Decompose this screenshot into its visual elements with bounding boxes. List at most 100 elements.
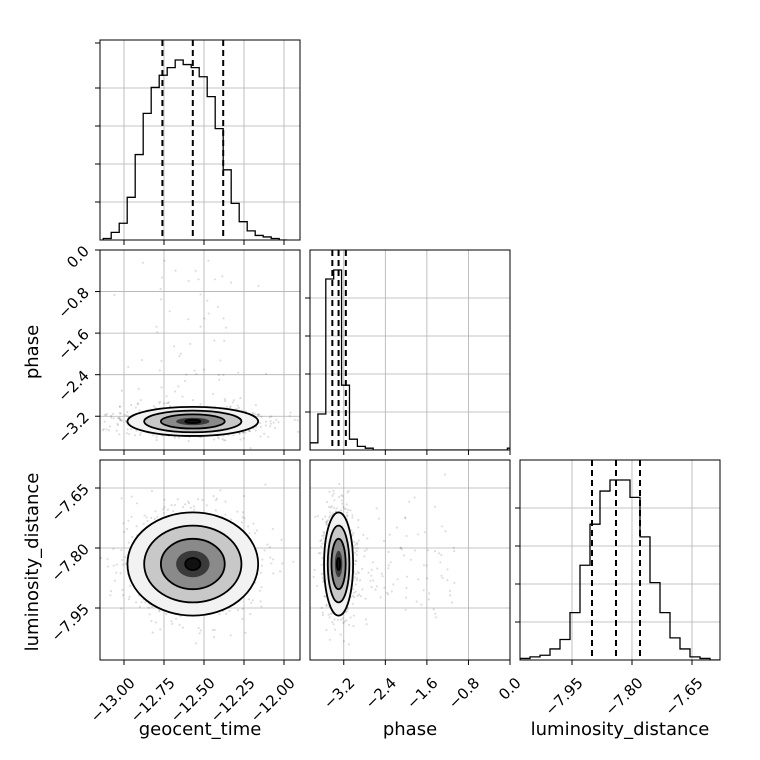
sample-point: [364, 597, 367, 600]
sample-point: [197, 498, 200, 501]
sample-point: [330, 612, 333, 615]
sample-point: [212, 392, 215, 395]
sample-point: [351, 533, 354, 537]
sample-point: [163, 259, 166, 262]
sample-point: [178, 623, 181, 627]
sample-point: [106, 558, 109, 561]
sample-point: [177, 385, 180, 388]
sample-point: [184, 503, 187, 506]
sample-point: [173, 345, 176, 348]
sample-point: [119, 419, 122, 422]
sample-point: [364, 618, 367, 621]
sample-point: [199, 629, 202, 632]
sample-point: [320, 545, 323, 548]
sample-point: [207, 312, 210, 315]
sample-point: [241, 617, 244, 621]
sample-point: [162, 508, 165, 511]
sample-point: [125, 432, 128, 435]
sample-point: [325, 520, 328, 523]
sample-point: [198, 632, 201, 635]
sample-point: [154, 406, 157, 409]
sample-point: [388, 533, 391, 536]
sample-point: [439, 561, 442, 564]
sample-point: [434, 612, 437, 615]
sample-point: [140, 601, 143, 604]
sample-point: [120, 549, 123, 552]
sample-point: [248, 429, 251, 433]
sample-point: [332, 489, 335, 492]
sample-point: [217, 373, 220, 377]
sample-point: [121, 588, 124, 592]
sample-point: [339, 618, 343, 621]
sample-point: [260, 415, 263, 418]
sample-point: [127, 365, 130, 369]
sample-point: [193, 369, 196, 372]
sample-point: [428, 592, 431, 595]
sample-point: [292, 560, 295, 563]
sample-point: [225, 612, 228, 615]
sample-point: [230, 518, 233, 521]
sample-point: [124, 556, 127, 559]
sample-point: [103, 413, 106, 416]
sample-point: [160, 386, 163, 389]
sample-point: [280, 538, 283, 541]
sample-point: [173, 436, 176, 439]
sample-point: [248, 430, 251, 433]
sample-point: [133, 434, 137, 437]
sample-point: [330, 505, 333, 508]
sample-point: [243, 517, 246, 520]
sample-point: [172, 510, 175, 513]
sample-point: [325, 521, 328, 524]
sample-point: [162, 512, 165, 515]
sample-point: [332, 512, 335, 515]
panel-geocent_time-vs-luminosity_distance: [95, 459, 301, 665]
sample-point: [254, 532, 257, 535]
sample-point: [415, 600, 418, 603]
sample-point: [332, 623, 335, 626]
sample-point: [109, 594, 112, 597]
sample-point: [434, 616, 437, 619]
sample-point: [354, 563, 357, 566]
sample-point: [409, 558, 412, 561]
sample-point: [346, 608, 349, 611]
sample-point: [127, 519, 130, 522]
sample-point: [108, 425, 112, 428]
sample-point: [443, 473, 447, 476]
sample-point: [269, 422, 272, 425]
sample-point: [413, 496, 416, 499]
sample-point: [382, 539, 386, 543]
sample-point: [449, 594, 452, 597]
sample-point: [159, 288, 162, 291]
sample-point: [116, 423, 119, 427]
sample-point: [241, 511, 245, 514]
sample-point: [241, 607, 244, 610]
sample-point: [260, 605, 263, 608]
sample-point: [113, 293, 116, 296]
grid: [100, 40, 300, 240]
sample-point: [120, 607, 123, 610]
sample-point: [351, 516, 354, 519]
sample-point: [387, 550, 390, 554]
sample-point: [106, 412, 109, 415]
sample-point: [345, 503, 348, 506]
sample-point: [213, 339, 216, 342]
sample-point: [231, 401, 234, 404]
sample-point: [328, 616, 331, 619]
sample-point: [425, 564, 428, 567]
sample-point: [138, 605, 142, 608]
sample-point: [112, 564, 115, 567]
sample-point: [130, 495, 133, 498]
sample-point: [118, 417, 121, 420]
sample-point: [332, 506, 335, 509]
sample-point: [452, 546, 455, 549]
sample-point: [222, 317, 225, 320]
sample-point: [119, 412, 122, 415]
sample-point: [259, 571, 262, 574]
sample-point: [333, 499, 336, 502]
sample-point: [120, 497, 123, 500]
sample-point: [355, 559, 358, 563]
panel-frame: [519, 459, 721, 661]
sample-point: [187, 440, 190, 443]
sample-point: [191, 399, 195, 402]
sample-point: [134, 406, 137, 409]
